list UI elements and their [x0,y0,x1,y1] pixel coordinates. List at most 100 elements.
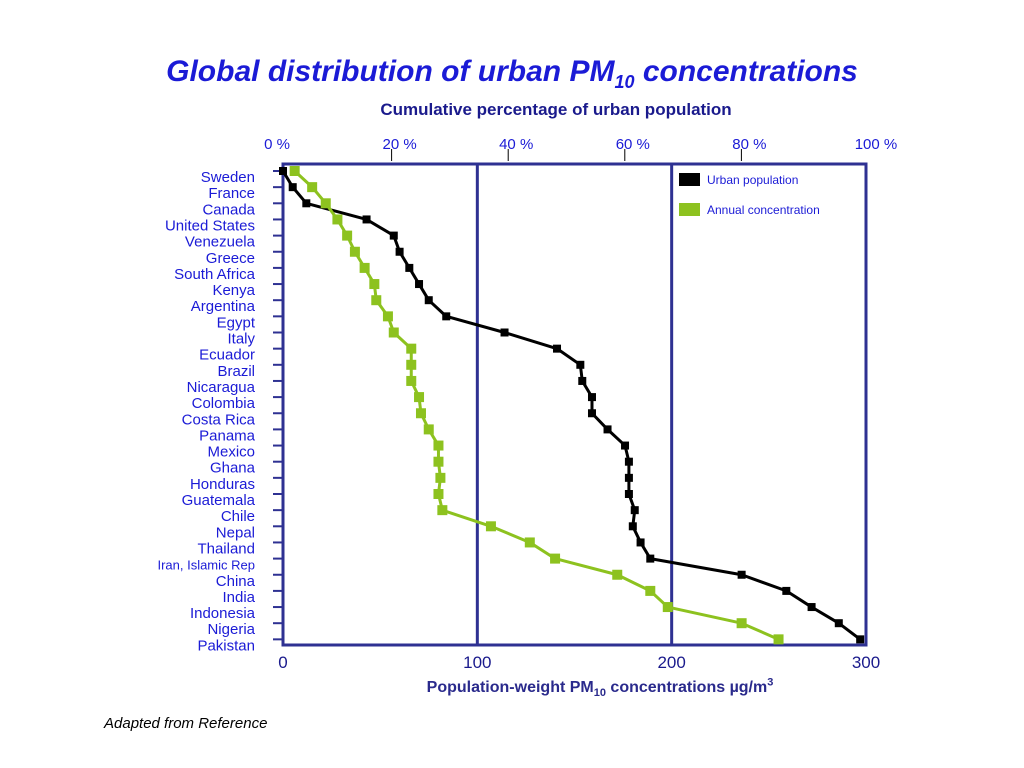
data-point [612,569,623,580]
data-point [279,167,287,175]
data-point [388,327,399,338]
y-tick-label: Ecuador [199,347,255,364]
data-point [288,183,297,192]
data-point [646,554,655,563]
y-tick-label: Nicaragua [187,379,256,396]
title-subscript: 10 [614,72,635,92]
data-point [578,376,587,385]
y-tick-label: Greece [206,250,255,267]
y-tick-label: Brazil [217,363,255,380]
data-point [332,214,343,225]
y-tick-label: Thailand [197,540,255,557]
x-axis-label-pre: Population-weight PM [426,679,594,696]
y-tick-label: Pakistan [197,637,255,654]
data-point [807,603,816,612]
x-tick-label: 0 [278,653,287,672]
data-point [389,231,398,240]
data-point [630,506,639,515]
top-tick-label: 0 % [264,136,290,153]
data-point [603,425,612,434]
legend-swatch [679,173,700,186]
y-tick-label: Panama [199,427,256,444]
data-point [435,472,446,483]
y-tick-label: Argentina [191,298,256,315]
data-point [624,473,633,482]
plot-frame [281,162,868,647]
data-point [359,262,370,273]
data-point [406,359,417,370]
data-point [834,619,843,628]
data-point [415,280,424,289]
data-point [485,521,496,532]
data-point [369,279,380,290]
data-point [289,166,300,176]
title-tail: concentrations [634,55,858,88]
legend-label: Urban population [707,173,798,187]
data-point [424,296,433,305]
data-point [395,247,404,256]
top-tick-label: 20 % [382,136,416,153]
data-point [773,634,784,645]
data-point [587,393,596,402]
data-point [320,198,331,209]
data-point [782,586,791,595]
data-point [406,375,417,386]
data-point [587,409,596,418]
y-tick-label: India [222,589,255,606]
top-tick-label: 40 % [499,136,533,153]
x-axis-unit-mu: µ [729,679,739,696]
y-tick-label: Chile [221,508,255,525]
y-tick-label: Guatemala [182,492,256,509]
data-point [624,490,633,498]
legend-label: Annual concentration [707,203,820,217]
y-tick-label: Honduras [190,476,255,493]
data-point [524,537,535,548]
data-point [405,263,414,272]
data-point [856,635,865,644]
data-point [423,424,434,435]
data-point [371,295,382,306]
data-point [307,182,318,193]
title-main: Global distribution of urban PM [166,55,615,88]
y-tick-label: Nigeria [207,621,255,638]
top-tick-label: 100 % [855,136,898,153]
y-tick-label: France [208,185,255,202]
data-point [433,456,444,467]
top-tick-label: 80 % [732,136,766,153]
data-point [576,360,585,369]
top-tick-label: 60 % [616,136,650,153]
x-axis-unit-sup: 3 [767,676,774,689]
data-point [500,328,509,337]
x-axis-label: Population-weight PM10 concentrations µg… [300,676,900,700]
y-tick-label: Indonesia [190,605,256,622]
y-tick-label: Costa Rica [182,411,256,428]
y-tick-label: United States [165,217,255,234]
chart-title: Global distribution of urban PM10 concen… [0,52,1024,92]
data-point [550,553,561,564]
data-point [433,440,444,451]
data-point [736,618,747,629]
y-tick-label: Venezuela [185,234,256,251]
y-tick-label: Mexico [207,444,255,461]
y-tick-label: Italy [227,331,255,348]
source-note: Adapted from Reference [104,715,268,732]
data-point [636,538,645,547]
x-axis-label-sub: 10 [593,687,606,700]
data-point [415,408,426,419]
data-point [349,246,360,257]
x-axis-label-post: concentrations [605,679,730,696]
data-point [382,311,393,322]
top-axis-label: Cumulative percentage of urban populatio… [380,100,732,119]
data-point [406,343,417,354]
y-tick-label: Ghana [210,460,256,477]
data-point [553,344,562,353]
data-point [433,489,444,499]
data-point [437,505,448,516]
y-tick-label: Kenya [212,282,255,299]
y-tick-label: South Africa [174,266,256,283]
x-tick-label: 100 [463,653,491,672]
data-point [624,457,633,466]
x-tick-label: 200 [657,653,685,672]
data-point [628,522,637,531]
